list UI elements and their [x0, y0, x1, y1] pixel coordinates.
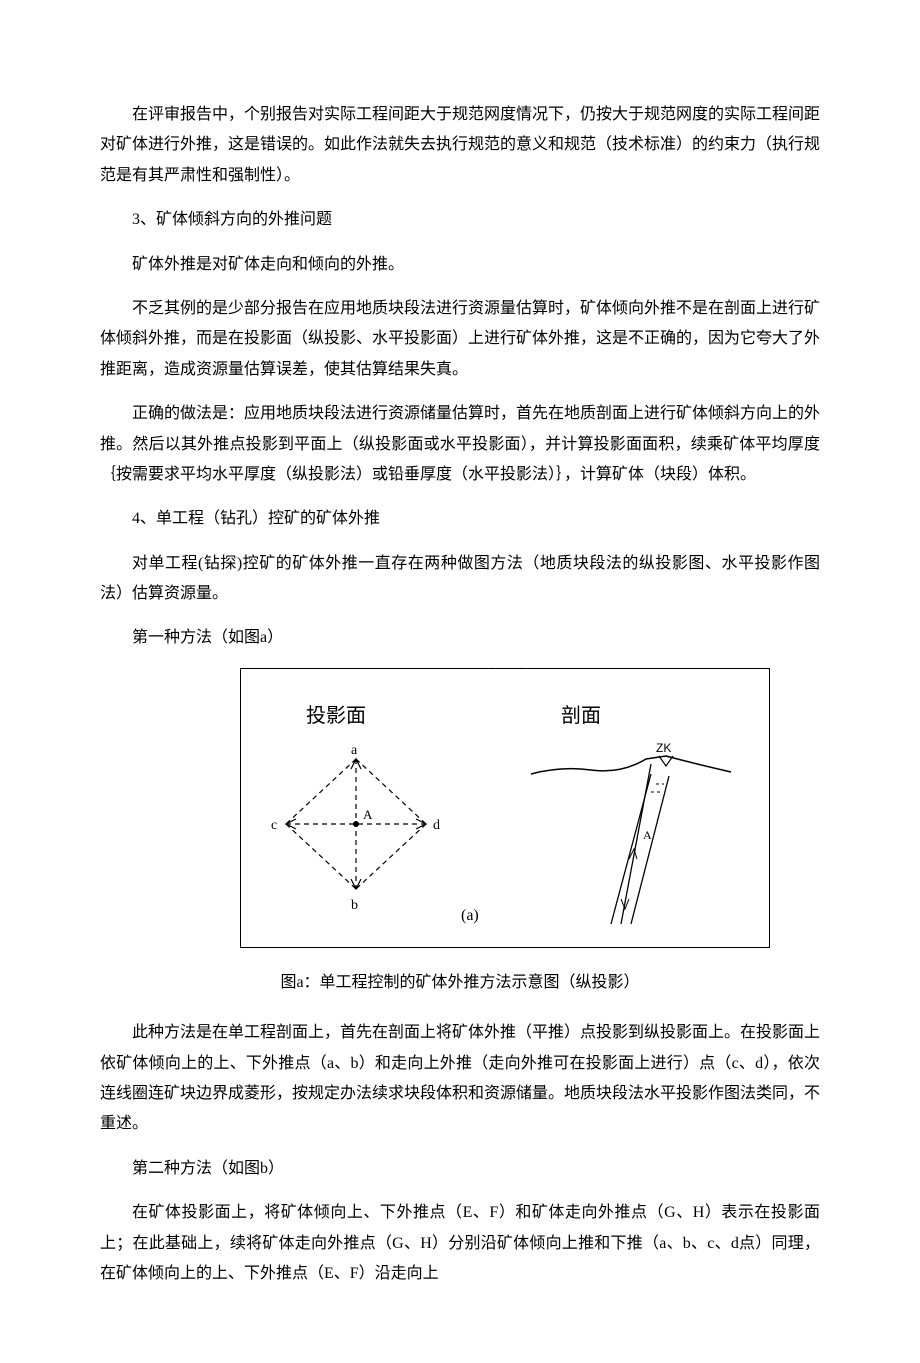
- figure-a-container: www.bdocx.com 投影面 剖面 a b c d A: [240, 668, 820, 948]
- point-b-label: b: [351, 898, 358, 913]
- paragraph-3-3: 正确的做法是：应用地质块段法进行资源储量估算时，首先在地质剖面上进行矿体倾斜方向…: [100, 399, 820, 490]
- right-a-label: A: [643, 828, 652, 842]
- heading-section-3: 3、矿体倾斜方向的外推问题: [100, 205, 820, 235]
- center-a-label: A: [363, 807, 373, 822]
- figure-a-marker: (a): [461, 901, 479, 931]
- figure-a-caption: 图a：单工程控制的矿体外推方法示意图（纵投影）: [100, 968, 820, 998]
- figure-a-box: 投影面 剖面 a b c d A: [240, 668, 770, 948]
- point-c-label: c: [271, 818, 277, 833]
- paragraph-method-1-desc: 此种方法是在单工程剖面上，首先在剖面上将矿体外推（平推）点投影到纵投影面上。在投…: [100, 1018, 820, 1140]
- paragraph-intro: 在评审报告中，个别报告对实际工程间距大于规范网度情况下，仍按大于规范网度的实际工…: [100, 100, 820, 191]
- paragraph-3-2: 不乏其例的是少部分报告在应用地质块段法进行资源量估算时，矿体倾向外推不是在剖面上…: [100, 294, 820, 385]
- point-a-label: a: [351, 743, 358, 758]
- heading-section-4: 4、单工程（钻孔）控矿的矿体外推: [100, 504, 820, 534]
- cross-section-diagram: ZK A: [521, 724, 761, 944]
- diamond-diagram: a b c d A: [271, 739, 471, 939]
- projection-plane-label: 投影面: [306, 697, 366, 735]
- paragraph-3-1: 矿体外推是对矿体走向和倾向的外推。: [100, 250, 820, 280]
- paragraph-method-2-desc: 在矿体投影面上，将矿体倾向上、下外推点（E、F）和矿体走向外推点（G、H）表示在…: [100, 1198, 820, 1289]
- paragraph-4-1: 对单工程(钻探)控矿的矿体外推一直存在两种做图方法（地质块段法的纵投影图、水平投…: [100, 549, 820, 610]
- zk-label: ZK: [656, 741, 671, 755]
- method-2-heading: 第二种方法（如图b）: [100, 1154, 820, 1184]
- point-d-label: d: [433, 818, 440, 833]
